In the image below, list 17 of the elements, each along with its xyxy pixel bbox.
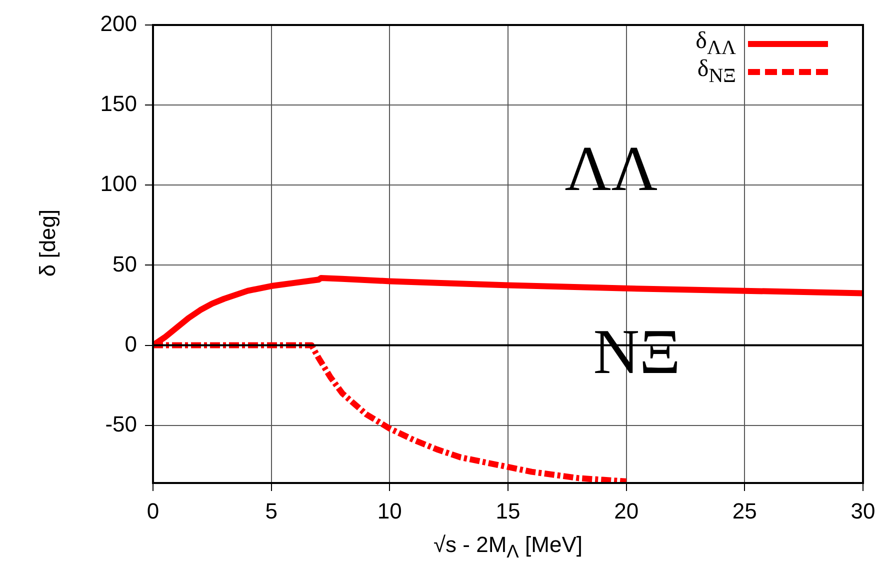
x-tick-label: 0: [146, 498, 160, 524]
y-tick-label: 0: [124, 331, 137, 356]
y-tick-label: 200: [100, 11, 137, 36]
x-tick-label: 30: [850, 498, 876, 524]
legend-label: δ$_{ΛΛ}$: [696, 28, 736, 59]
x-axis-title: √s - 2M$_{Λ}$ [MeV]: [432, 532, 584, 562]
x-tick-label: 5: [265, 498, 278, 524]
y-tick-label: 150: [100, 91, 137, 116]
x-tick-label: 10: [377, 498, 402, 524]
y-tick-label: 50: [112, 251, 137, 276]
x-tick-label: 25: [732, 498, 757, 524]
y-axis-title: δ [deg]: [35, 208, 61, 279]
x-tick-label: 15: [496, 498, 520, 524]
legend-label: δ$_{NΞ}$: [697, 56, 736, 88]
x-tick-label: 20: [614, 498, 639, 524]
y-tick-label: -50: [105, 411, 137, 436]
y-tick-label: 100: [100, 171, 137, 196]
